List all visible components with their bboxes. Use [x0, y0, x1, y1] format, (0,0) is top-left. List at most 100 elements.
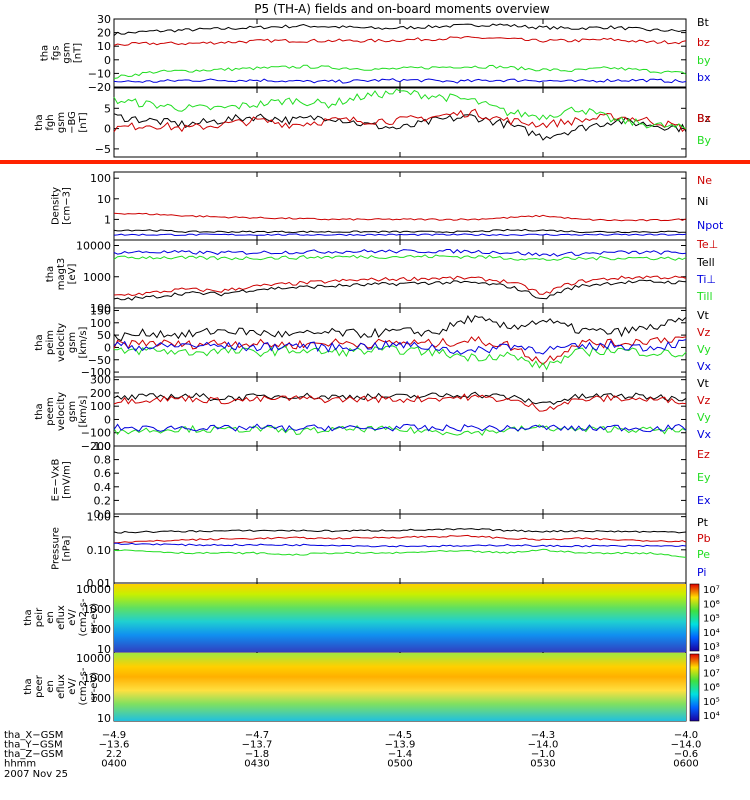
legend-entry: Vx [697, 360, 712, 373]
legend-entry: by [697, 54, 711, 67]
y-tick-label: 0.8 [94, 454, 112, 467]
panel-frame [113, 171, 687, 241]
legend-entry: Ez [697, 448, 710, 461]
ion-spectrogram [114, 584, 686, 652]
legend-entry: Bx [697, 112, 712, 125]
y-tick-label: 10 [97, 193, 111, 206]
y-axis-label: [km/s] [78, 326, 89, 358]
y-tick-label: 100 [90, 692, 111, 705]
y-axis-label: en [45, 611, 56, 624]
time-axis: tha_X−GSM −4.9 −4.7 −4.5 −4.3 −4.0 tha_Y−GSM −1… [4, 730, 701, 780]
series-line [113, 275, 687, 297]
legend-entry: Bz [697, 112, 711, 125]
colorbar-label: 10⁴ [703, 628, 720, 639]
legend-entry: Tell [696, 256, 715, 269]
axis-row-value: −1.4 [388, 749, 412, 760]
y-tick-label: 1000 [83, 603, 111, 616]
series-line [113, 233, 687, 237]
y-axis-label: [nPa] [62, 535, 73, 561]
y-tick-label: −20 [88, 81, 111, 94]
axis-row-value: −4.0 [674, 730, 698, 741]
y-tick-label: −50 [88, 354, 111, 367]
y-tick-label: −100 [81, 366, 111, 379]
legend-entry: Pb [697, 532, 711, 545]
y-tick-label: 10 [97, 643, 111, 656]
y-tick-label: 10000 [76, 583, 111, 596]
y-axis-label: [nT] [78, 112, 89, 132]
y-axis-label: peem [45, 397, 56, 425]
y-axis-label: peir [34, 607, 45, 627]
axis-row-value: −1.0 [531, 749, 555, 760]
electron-colorbar [689, 653, 700, 722]
axis-row-label: hhmm [4, 759, 36, 770]
legend-entry: Vt [697, 309, 710, 322]
legend-entry: Vz [697, 326, 711, 339]
y-axis-label: eflux [56, 674, 67, 699]
y-axis-label: gsm [67, 401, 78, 422]
series-line [113, 249, 687, 257]
y-tick-label: −10 [88, 67, 111, 80]
legend-entry: Ne [697, 174, 712, 187]
y-axis-label: tha [45, 266, 56, 282]
y-axis-label: velocity [56, 323, 67, 362]
axis-row-value: −13.9 [385, 740, 416, 751]
panel-frame [113, 513, 687, 584]
y-tick-label: 100 [90, 302, 111, 315]
legend-entry: Vz [697, 394, 711, 407]
y-axis-label: E=−VxB [51, 459, 62, 502]
y-axis-label: [mV/m] [62, 461, 73, 499]
series-line [113, 23, 687, 36]
y-tick-label: 0 [104, 54, 111, 67]
legend-entry: Ni [697, 195, 708, 208]
panel-frame [113, 376, 687, 447]
y-axis-label: [eV] [67, 264, 78, 285]
y-axis-label: tha [34, 334, 45, 350]
y-axis-label: gsm [62, 42, 73, 63]
legend-entry: Bt [697, 16, 710, 29]
y-axis-label: [nT] [73, 43, 84, 63]
series-line [113, 78, 687, 84]
y-axis-label: gsm [67, 332, 78, 353]
axis-row-value: 0600 [673, 759, 698, 770]
y-axis-label: velocity [56, 392, 67, 431]
y-axis-label: tha [34, 403, 45, 419]
axis-row-label: tha_Z−GSM [4, 749, 63, 760]
electron-spectrogram [114, 653, 686, 721]
y-tick-label: 100 [90, 172, 111, 185]
legend-entry: Vt [697, 377, 710, 390]
y-tick-label: 1 [104, 213, 111, 226]
y-axis-label: tha [23, 609, 34, 625]
series-line [113, 228, 686, 234]
y-axis-label: fgh [45, 114, 56, 130]
y-tick-label: 0.01 [87, 577, 112, 590]
ion-colorbar [689, 583, 700, 652]
series-line [113, 339, 687, 355]
colorbar-label: 10⁵ [703, 614, 720, 625]
panel-frame [113, 18, 687, 88]
axis-row-value: 0530 [530, 759, 555, 770]
axis-row-value: 0430 [244, 759, 269, 770]
axis-row-value: 0500 [387, 759, 412, 770]
legend-entry: By [697, 134, 712, 147]
y-axis-label: sr-eV) [89, 603, 100, 632]
y-tick-label: 1.00 [87, 511, 112, 524]
y-tick-label: 20 [97, 27, 111, 40]
series-line [113, 315, 687, 342]
y-axis-label: [cm−3] [62, 187, 73, 225]
legend-entry: Npot [697, 219, 724, 232]
legend-entry: Pe [697, 548, 710, 561]
axis-row-value: 2.2 [106, 749, 122, 760]
y-axis-label: gsm [56, 112, 67, 133]
series-line [113, 423, 687, 433]
axis-row-label: tha_X−GSM [4, 730, 63, 741]
axis-row-value: −4.9 [102, 730, 126, 741]
axis-row-value: −13.6 [99, 740, 130, 751]
series-line [113, 254, 687, 261]
plot-title: P5 (TH-A) fields and on-board moments ov… [254, 2, 550, 16]
y-axis-label: tha [23, 678, 34, 694]
axis-row-value: −14.0 [528, 740, 559, 751]
y-tick-label: 0.10 [87, 544, 112, 557]
y-tick-label: 10 [97, 712, 111, 725]
